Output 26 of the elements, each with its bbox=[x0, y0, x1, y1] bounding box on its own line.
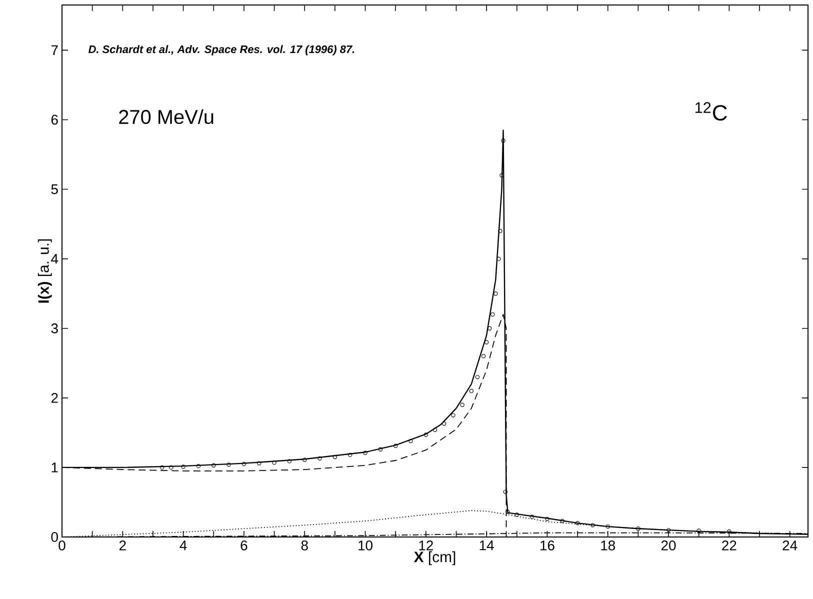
x-tick-label: 18 bbox=[601, 540, 616, 550]
x-tick-label: 16 bbox=[540, 540, 554, 550]
x-tick-label: 12 bbox=[419, 540, 433, 550]
x-tick-label: 22 bbox=[722, 540, 736, 550]
x-axis-title: X [cm] bbox=[414, 551, 456, 566]
y-tick-label: 5 bbox=[51, 184, 58, 194]
x-tick-label: 8 bbox=[301, 540, 308, 550]
y-tick-label: 4 bbox=[51, 254, 58, 264]
x-tick-label: 6 bbox=[240, 540, 248, 550]
x-tick-label: 24 bbox=[782, 540, 798, 550]
y-tick-label: 7 bbox=[51, 45, 58, 55]
x-tick-label: 2 bbox=[119, 540, 126, 550]
y-tick-label: 2 bbox=[51, 393, 58, 403]
y-tick-label: 3 bbox=[51, 323, 58, 334]
x-tick-label: 10 bbox=[358, 540, 372, 550]
annotation: $^{12}$C bbox=[696, 102, 727, 121]
x-tick-label: 0 bbox=[58, 540, 66, 550]
y-tick-label: 0 bbox=[51, 532, 58, 542]
x-tick-label: 20 bbox=[661, 540, 676, 550]
y-tick-label: 1 bbox=[52, 462, 58, 472]
y-tick-label: 6 bbox=[51, 114, 58, 125]
annotation: 270 MeV/u bbox=[119, 109, 214, 124]
x-tick-label: 4 bbox=[180, 540, 187, 550]
y-axis-title: I(x) [a. u.] bbox=[38, 239, 52, 303]
x-tick-label: 14 bbox=[480, 540, 494, 550]
annotation: D. Schardt et al., Adv. Space Res. vol. 17 (1996) 87. bbox=[88, 45, 354, 56]
